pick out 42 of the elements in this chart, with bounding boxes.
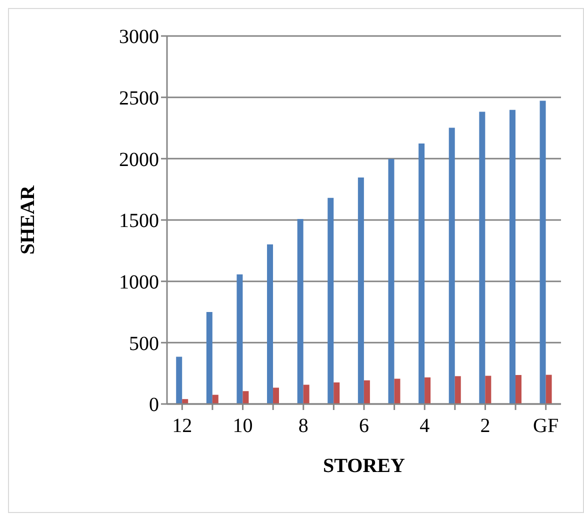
y-tick-label: 2000 [119,148,159,171]
x-tick-label: 4 [420,415,430,438]
bar [454,376,461,404]
bar [358,178,364,404]
y-tick-label: 0 [149,394,159,416]
x-tick-label: 10 [232,415,253,438]
bar [424,377,431,404]
y-tick-label: 1500 [119,210,159,232]
bar [485,376,492,404]
bar [509,110,516,404]
bar [540,100,546,404]
x-tick-label: 2 [480,415,490,438]
bar [334,382,340,404]
bar [206,312,212,404]
bar [364,380,370,404]
x-axis-title: STOREY [323,455,406,477]
x-tick-label: 6 [359,415,369,438]
x-tick-label: 12 [172,415,192,438]
bar [273,388,280,404]
bar [388,158,394,404]
bar [236,274,243,404]
y-axis-title: SHEAR [17,184,40,254]
bar [182,399,188,404]
bar [448,128,455,404]
y-tick-label: 3000 [119,26,159,48]
bar [267,244,274,404]
y-tick-label: 2500 [119,87,159,110]
bar [242,391,249,404]
bar [176,356,182,404]
bar [297,219,304,404]
bar [546,374,552,404]
y-tick-label: 1000 [119,271,159,294]
y-tick-label: 500 [129,332,159,355]
bar [418,143,425,404]
bar [479,112,486,404]
bar [212,394,218,404]
bar [328,198,334,404]
x-tick-label: GF [533,415,559,438]
bar [394,378,400,404]
bar [515,375,522,404]
bar [303,384,310,404]
x-tick-label: 8 [298,415,308,438]
